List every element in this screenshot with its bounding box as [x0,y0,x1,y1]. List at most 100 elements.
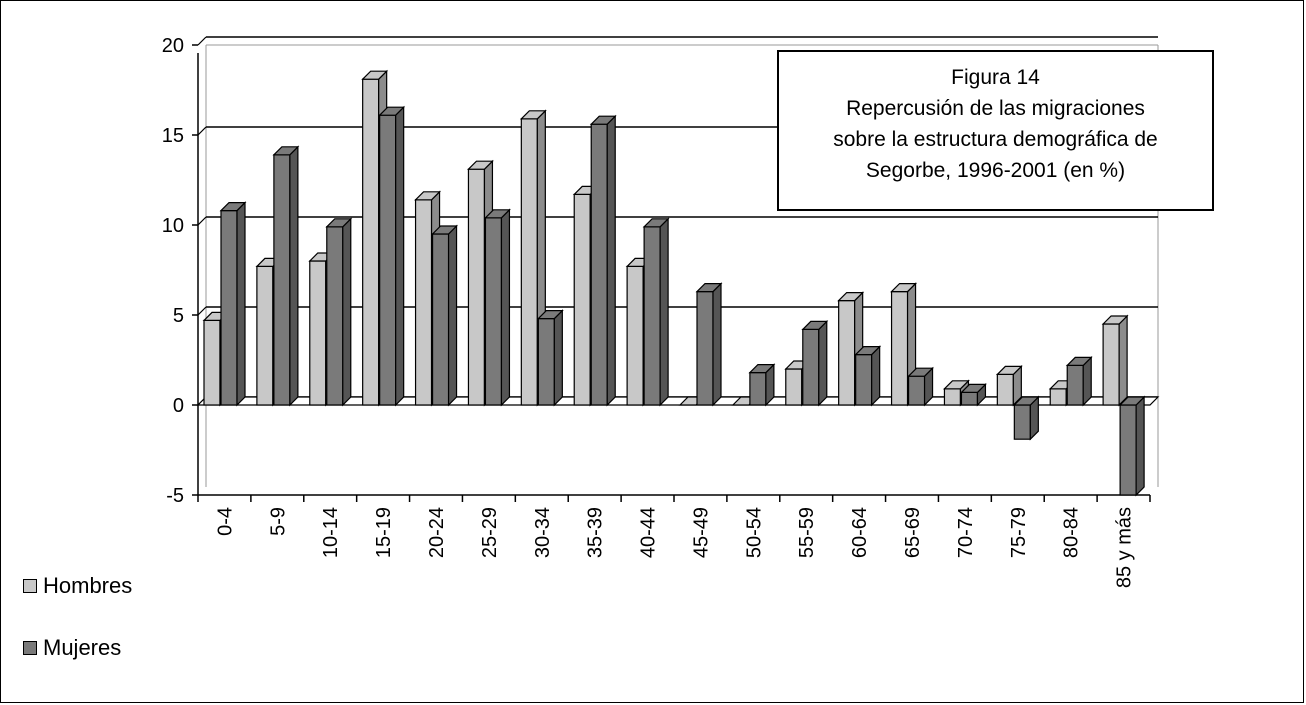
mujeres-bar-front [696,291,714,406]
hombres-bar-front [785,368,803,406]
legend-label-mujeres: Mujeres [43,635,122,660]
x-tick-label: 50-54 [743,507,765,558]
hombres-bar-top [414,191,442,201]
hombres-bar-front [362,78,380,406]
mujeres-bar [325,217,353,407]
gridline-side [197,126,207,136]
hombres-bar-front [414,199,433,406]
hombres-bar-front [943,388,962,406]
mujeres-bar-side [712,282,722,407]
mujeres-bar [642,217,670,407]
mujeres-bar-front [643,226,661,406]
mujeres-bar [483,208,511,407]
hombres-bar-front [890,291,909,406]
hombres-bar-front [520,118,538,406]
y-tick-label: 15 [162,125,184,147]
legend-swatch-hombres [23,579,37,593]
mujeres-bar-top [695,283,723,293]
gridline-side [197,216,207,226]
chart-title-line: Figura 14 [951,66,1040,89]
x-tick-label: 5-9 [267,507,289,536]
legend-item-hombres: Hombres [23,572,132,600]
mujeres-bar-top [907,367,935,377]
mujeres-bar [272,145,300,407]
mujeres-bar-top [536,310,564,320]
mujeres-bar-top [219,202,247,212]
mujeres-bar-front [484,217,503,406]
y-tick-label: 20 [162,35,184,57]
mujeres-bar-front [590,123,608,406]
x-tick-label: 65-69 [902,507,924,558]
mujeres-bar-top [801,320,829,330]
mujeres-bar-top [959,383,987,393]
chart-title-line: sobre la estructura demográfica de [833,128,1158,151]
hombres-bar-front [1049,388,1067,406]
x-tick-label: 70-74 [955,507,977,558]
mujeres-bar-top [854,346,882,356]
mujeres-bar-side [1135,395,1145,497]
x-tick-label: 15-19 [373,507,395,558]
x-tick-label: 45-49 [690,507,712,558]
x-tick-label: 80-84 [1061,507,1083,558]
mujeres-bar [589,114,617,407]
mujeres-bar-side [553,309,563,407]
mujeres-bar-front [1066,364,1084,406]
hombres-bar-top [890,283,918,293]
hombres-bar-front [467,168,486,406]
mujeres-bar-side [236,201,246,407]
hombres-bar-front [203,319,221,406]
gridline-side [197,36,207,46]
mujeres-bar-front [273,154,291,406]
x-tick-label: 30-34 [532,507,554,558]
mujeres-bar [1012,395,1040,441]
mujeres-bar-front [1013,404,1031,440]
mujeres-bar-front [960,391,979,406]
mujeres-bar-side [395,105,405,407]
y-tick-label: 10 [162,215,184,237]
hombres-bar-top [519,110,547,120]
mujeres-bar-top [483,209,511,219]
mujeres-bar-side [342,217,352,407]
y-tick-label: -5 [166,485,184,507]
chart-title-line: Repercusión de las migraciones [846,97,1145,120]
hombres-bar-top [361,70,389,80]
mujeres-bar-front [749,372,767,406]
mujeres-bar-top [1065,356,1093,366]
legend-item-mujeres: Mujeres [23,634,121,662]
mujeres-bar [801,319,829,407]
mujeres-bar-top [325,218,353,228]
mujeres-bar-side [818,319,828,407]
x-tick-label: 40-44 [638,507,660,558]
mujeres-bar [536,309,564,407]
x-tick-label: 75-79 [1008,507,1030,558]
bars [202,69,1146,497]
y-tick-label: 0 [173,395,184,417]
x-tick-label: 25-29 [479,507,501,558]
x-tick-label: 60-64 [849,507,871,558]
mujeres-bar [854,345,882,407]
hombres-bar-front [996,373,1014,406]
hombres-bar-side [1118,314,1128,407]
mujeres-bar-side [500,208,511,407]
mujeres-bar [219,201,247,407]
hombres-bar [1101,314,1129,407]
x-axis-ticks: 0-4 5-9 10-14 15-19 20-24 25-29 30-34 35-39 40-4… [197,495,1151,588]
mujeres-bar-top [378,106,406,116]
hombres-bar-top [942,380,970,390]
mujeres-bar [1118,395,1146,497]
mujeres-bar-top [431,225,459,235]
mujeres-bar-front [537,318,555,406]
hombres-bar-top [837,292,865,302]
x-tick-label: 85 y más [1114,507,1136,588]
hombres-bar-top [466,160,494,170]
y-tick-label: 5 [173,305,184,327]
mujeres-bar-front [802,328,820,406]
mujeres-bar [959,382,987,407]
mujeres-bar-side [659,217,669,407]
x-tick-label: 55-59 [796,507,818,558]
chart-title-box: Figura 14 Repercusión de las migraciones… [777,50,1214,211]
mujeres-bar [907,366,935,407]
mujeres-bar-front [220,210,238,406]
hombres-bar-front [256,265,274,406]
